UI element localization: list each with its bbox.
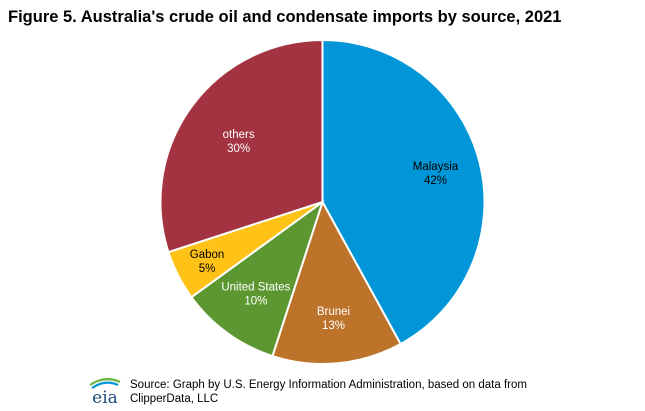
slice-label-brunei: Brunei 13% — [317, 306, 350, 332]
slice-name: Malaysia — [413, 161, 459, 173]
slice-name: others — [223, 129, 255, 141]
slice-value: 42% — [424, 175, 447, 187]
chart-title: Figure 5. Australia's crude oil and cond… — [8, 8, 562, 26]
source-note: Source: Graph by U.S. Energy Information… — [130, 378, 527, 406]
slice-value: 10% — [244, 296, 267, 308]
slice-value: 5% — [199, 263, 216, 275]
eia-logo: eia — [89, 378, 121, 406]
pie-slice-others — [159, 38, 324, 254]
pie-chart: Malaysia 42% Brunei 13% United States 10% Gabo… — [159, 38, 486, 365]
slice-label-others: others 30% — [223, 129, 255, 155]
slice-label-gabon: Gabon 5% — [190, 249, 225, 275]
source-line-2: ClipperData, LLC — [130, 393, 219, 405]
slice-name: Gabon — [190, 249, 225, 261]
slice-value: 13% — [322, 320, 345, 332]
eia-logo-text: eia — [92, 388, 118, 406]
slice-name: Brunei — [317, 306, 350, 318]
source-line-1: Source: Graph by U.S. Energy Information… — [130, 379, 527, 391]
slice-label-united-states: United States 10% — [221, 282, 290, 308]
pie-slice-brunei — [271, 199, 402, 365]
slice-name: United States — [221, 282, 290, 294]
slice-value: 30% — [227, 143, 250, 155]
pie-slice-malaysia — [321, 38, 486, 346]
slice-label-malaysia: Malaysia 42% — [413, 161, 459, 187]
pie-slice-united-states — [190, 199, 325, 358]
